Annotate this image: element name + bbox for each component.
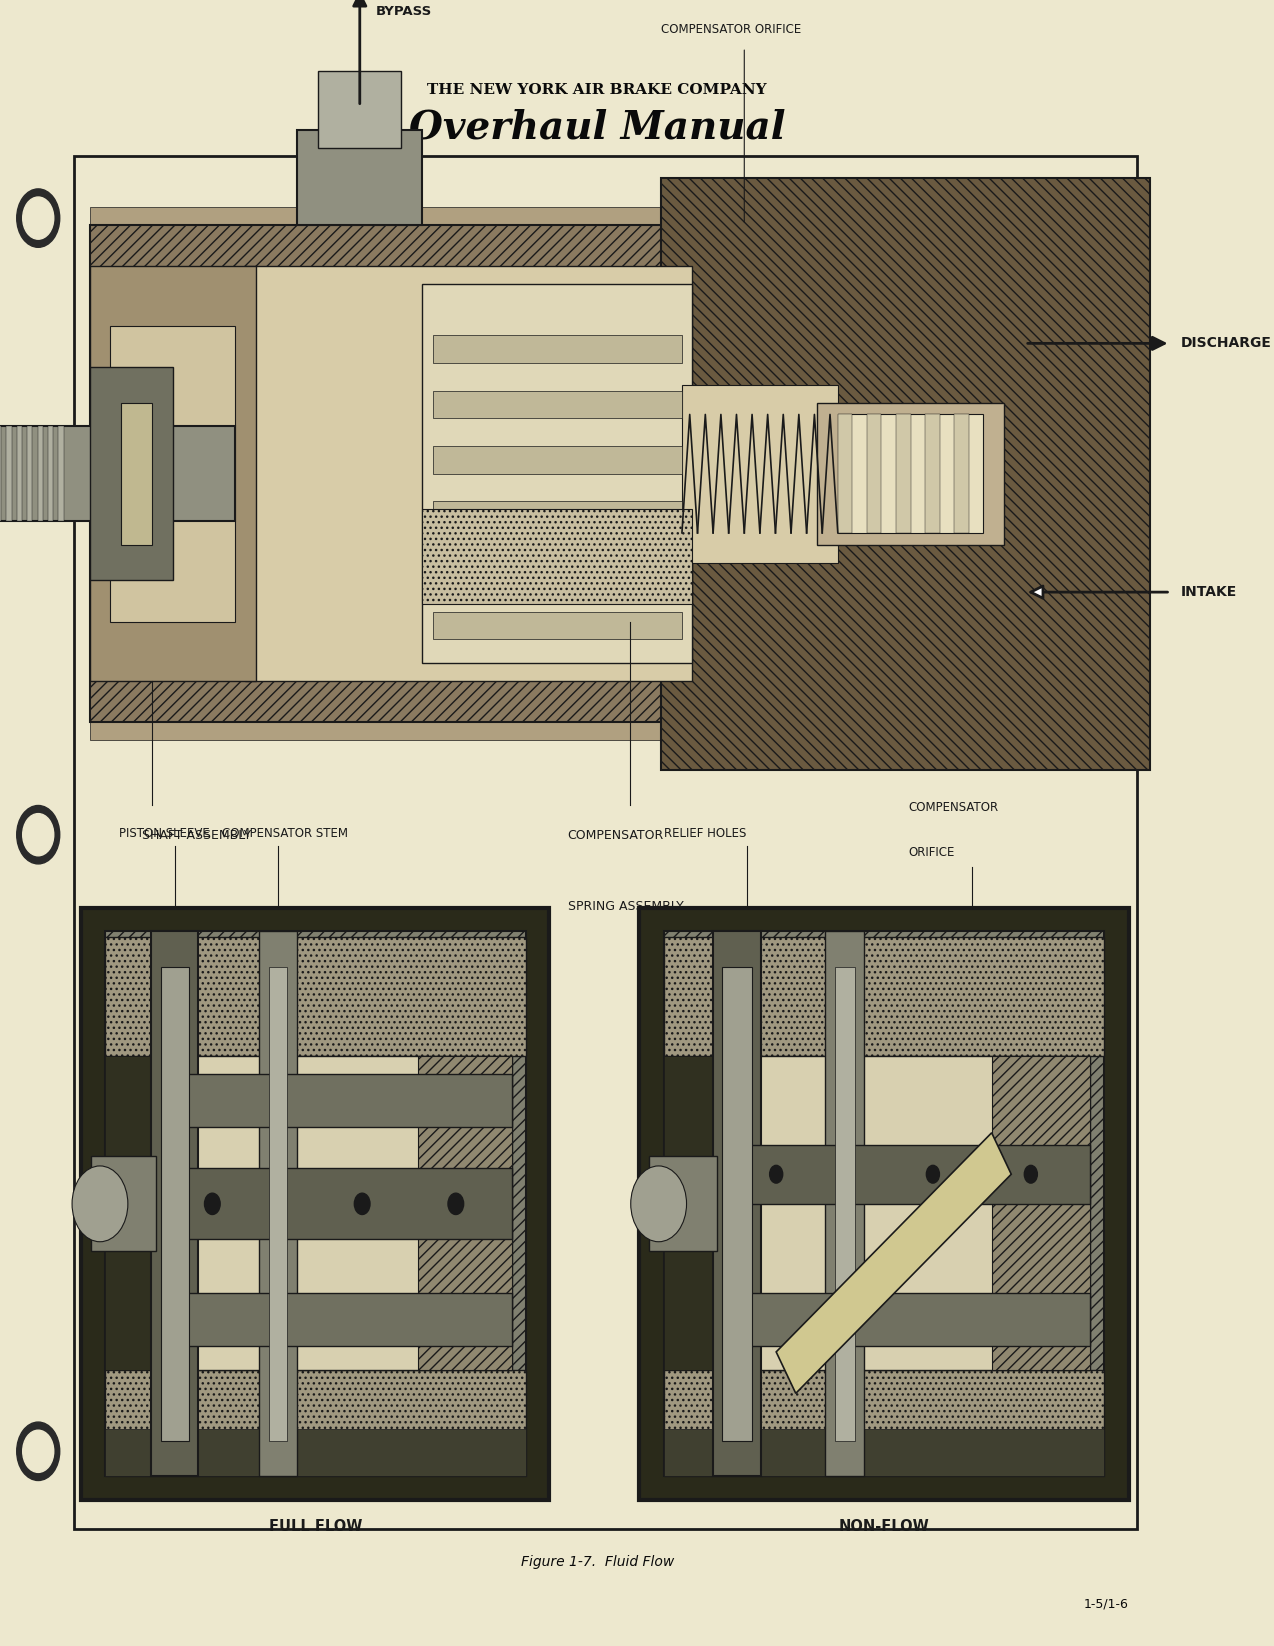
Text: SHAFT ASSEMBLY: SHAFT ASSEMBLY: [141, 830, 251, 843]
Bar: [712, 932, 762, 1476]
Bar: [432, 556, 682, 584]
Bar: [104, 1369, 526, 1476]
Text: COMPENSATOR STEM: COMPENSATOR STEM: [222, 826, 348, 839]
Bar: [432, 612, 682, 640]
Bar: [89, 267, 256, 681]
Text: COMPENSATOR: COMPENSATOR: [908, 800, 999, 813]
Circle shape: [17, 805, 60, 864]
Text: FULL FLOW: FULL FLOW: [269, 1519, 362, 1534]
Bar: [640, 907, 1129, 1500]
Bar: [104, 1055, 175, 1369]
Bar: [269, 966, 287, 1440]
Bar: [152, 932, 199, 1476]
Text: 1-5/1-6: 1-5/1-6: [1084, 1597, 1129, 1610]
Bar: [682, 385, 838, 563]
Text: COMPENSATOR: COMPENSATOR: [568, 830, 664, 843]
Bar: [422, 285, 692, 663]
Bar: [747, 1292, 1089, 1346]
Bar: [89, 226, 734, 723]
Bar: [747, 1144, 1089, 1203]
Bar: [27, 426, 32, 522]
Bar: [817, 403, 1004, 545]
Circle shape: [631, 1165, 687, 1241]
Bar: [74, 156, 1138, 1529]
Polygon shape: [776, 1132, 1012, 1394]
Bar: [991, 1055, 1089, 1369]
Text: SPRING ASSEMBLY: SPRING ASSEMBLY: [568, 900, 683, 914]
Bar: [185, 1292, 512, 1346]
Bar: [104, 937, 526, 1055]
Text: PISTON SLEEVE: PISTON SLEEVE: [118, 826, 209, 839]
Bar: [82, 907, 549, 1500]
Circle shape: [354, 1193, 369, 1215]
Circle shape: [205, 1193, 220, 1215]
Circle shape: [23, 813, 54, 856]
Circle shape: [23, 1430, 54, 1473]
Bar: [648, 1157, 717, 1251]
Bar: [432, 390, 682, 418]
Bar: [38, 426, 43, 522]
Bar: [661, 178, 1149, 770]
Bar: [432, 446, 682, 474]
Bar: [838, 415, 984, 533]
Bar: [121, 403, 152, 545]
Bar: [161, 966, 189, 1440]
Bar: [318, 71, 401, 148]
Text: ORIFICE: ORIFICE: [908, 846, 954, 859]
Bar: [418, 1055, 512, 1369]
Circle shape: [448, 1193, 464, 1215]
Text: THE NEW YORK AIR BRAKE COMPANY: THE NEW YORK AIR BRAKE COMPANY: [428, 82, 767, 97]
Circle shape: [1024, 1165, 1037, 1183]
Bar: [866, 415, 882, 533]
Bar: [59, 426, 64, 522]
Bar: [0, 426, 236, 522]
Bar: [259, 932, 297, 1476]
Circle shape: [17, 189, 60, 247]
Bar: [826, 932, 864, 1476]
Text: DISCHARGE: DISCHARGE: [1181, 336, 1271, 351]
Bar: [954, 415, 968, 533]
Text: COMPENSATOR ORIFICE: COMPENSATOR ORIFICE: [661, 23, 801, 36]
Bar: [104, 932, 526, 1476]
Bar: [152, 1055, 512, 1369]
Bar: [90, 1157, 157, 1251]
Bar: [297, 130, 422, 226]
Circle shape: [73, 1165, 127, 1241]
Bar: [185, 1169, 512, 1239]
Circle shape: [769, 1165, 782, 1183]
Bar: [17, 426, 22, 522]
Bar: [422, 509, 692, 604]
Bar: [111, 326, 236, 622]
Bar: [432, 502, 682, 528]
Bar: [6, 426, 11, 522]
Bar: [89, 207, 1129, 741]
Bar: [838, 415, 852, 533]
Bar: [432, 336, 682, 364]
Text: BYPASS: BYPASS: [376, 5, 432, 18]
Text: Figure 1-7.  Fluid Flow: Figure 1-7. Fluid Flow: [521, 1554, 674, 1569]
Circle shape: [926, 1165, 939, 1183]
Bar: [664, 932, 1105, 1476]
Bar: [664, 1369, 1105, 1476]
Bar: [722, 966, 752, 1440]
Bar: [712, 1055, 1089, 1369]
Bar: [834, 966, 855, 1440]
Text: Overhaul Manual: Overhaul Manual: [409, 109, 786, 146]
Text: INTAKE: INTAKE: [1181, 584, 1237, 599]
Bar: [48, 426, 54, 522]
Bar: [104, 1429, 526, 1476]
Bar: [925, 415, 940, 533]
Bar: [246, 267, 692, 681]
Circle shape: [23, 198, 54, 239]
Circle shape: [17, 1422, 60, 1480]
Bar: [664, 1055, 736, 1369]
Bar: [664, 937, 1105, 1055]
Bar: [89, 367, 173, 581]
Bar: [185, 1073, 512, 1128]
Text: RELIEF HOLES: RELIEF HOLES: [664, 826, 745, 839]
Bar: [664, 1429, 1105, 1476]
Bar: [896, 415, 911, 533]
Text: NON-FLOW: NON-FLOW: [838, 1519, 929, 1534]
